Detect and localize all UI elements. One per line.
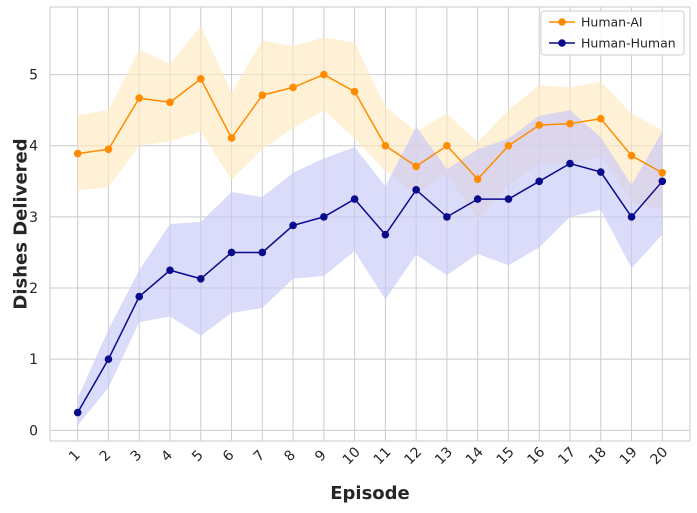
x-tick-label: 2 [97,447,115,465]
data-point [196,75,205,83]
data-point [104,145,113,154]
data-point [73,408,82,417]
data-point [473,175,482,183]
x-tick-label: 16 [524,444,548,468]
data-point [258,248,267,257]
data-point [412,186,420,194]
series-points [73,70,667,417]
series-line-1 [77,162,663,413]
x-tick-label: 19 [617,444,641,468]
data-point [627,151,636,160]
confidence-bands [77,26,663,426]
legend-label: Human-AI [581,15,643,30]
legend-marker [558,18,566,26]
x-tick-label: 18 [586,444,610,468]
x-tick-label: 20 [648,444,672,468]
legend-label: Human-Human [581,36,676,51]
y-tick-label: 0 [29,423,38,439]
data-point [196,274,205,283]
data-point [412,162,420,171]
data-point [535,177,544,186]
data-point [627,213,636,221]
x-tick-label: 12 [401,444,425,468]
x-tick-label: 8 [281,447,299,465]
x-axis-label: Episode [330,483,410,504]
x-tick-label: 4 [158,447,176,465]
data-point [566,159,574,168]
data-point [166,266,174,275]
data-point [73,149,82,158]
legend-box [540,10,685,56]
data-point [258,91,267,100]
x-tick-label: 11 [371,444,395,468]
series-line-0 [77,73,663,181]
y-tick-labels: 0 1 2 3 4 5 [29,68,38,440]
data-point [443,213,451,221]
data-point [381,141,390,150]
data-point [289,83,297,92]
x-tick-label: 15 [494,444,518,468]
data-point [320,213,328,221]
data-point [135,94,144,102]
x-tick-label: 10 [340,444,364,468]
data-point [320,70,328,79]
data-point [227,134,236,142]
y-tick-label: 2 [29,281,38,297]
data-point [289,221,297,230]
data-point [350,87,359,96]
data-point [473,195,482,203]
x-tick-label: 7 [251,447,269,465]
data-point [596,114,605,123]
y-tick-label: 5 [29,68,38,84]
data-point [381,230,390,239]
data-point [350,195,359,203]
data-point [504,195,513,203]
x-tick-label: 5 [189,447,207,465]
series-lines [77,73,663,413]
data-point [566,119,574,128]
data-point [227,248,236,257]
plot-frame [49,6,691,442]
x-tick-label: 13 [432,444,456,468]
y-tick-label: 3 [29,210,38,226]
x-tick-label: 1 [66,447,84,465]
data-point [658,177,667,186]
confidence-band-1 [77,110,663,426]
x-tick-label: 14 [463,444,487,468]
data-point [135,292,144,301]
x-tick-label: 6 [220,447,238,465]
legend: Human-AI Human-Human [540,10,685,56]
data-point [596,168,605,176]
data-point [658,168,667,177]
y-tick-label: 4 [29,139,38,155]
data-point [166,98,174,107]
x-tick-labels: 1 2 3 4 5 6 7 8 9 10 11 12 13 14 15 16 17 18 19 20 [66,444,671,468]
y-axis-label: Dishes Delivered [10,138,31,309]
x-tick-label: 3 [128,447,146,465]
legend-marker [558,39,566,47]
data-point [535,121,544,129]
data-point [504,141,513,150]
y-tick-label: 1 [29,352,38,368]
x-tick-label: 9 [312,447,330,465]
data-point [443,141,451,150]
x-tick-label: 17 [555,444,579,468]
data-point [104,355,113,363]
